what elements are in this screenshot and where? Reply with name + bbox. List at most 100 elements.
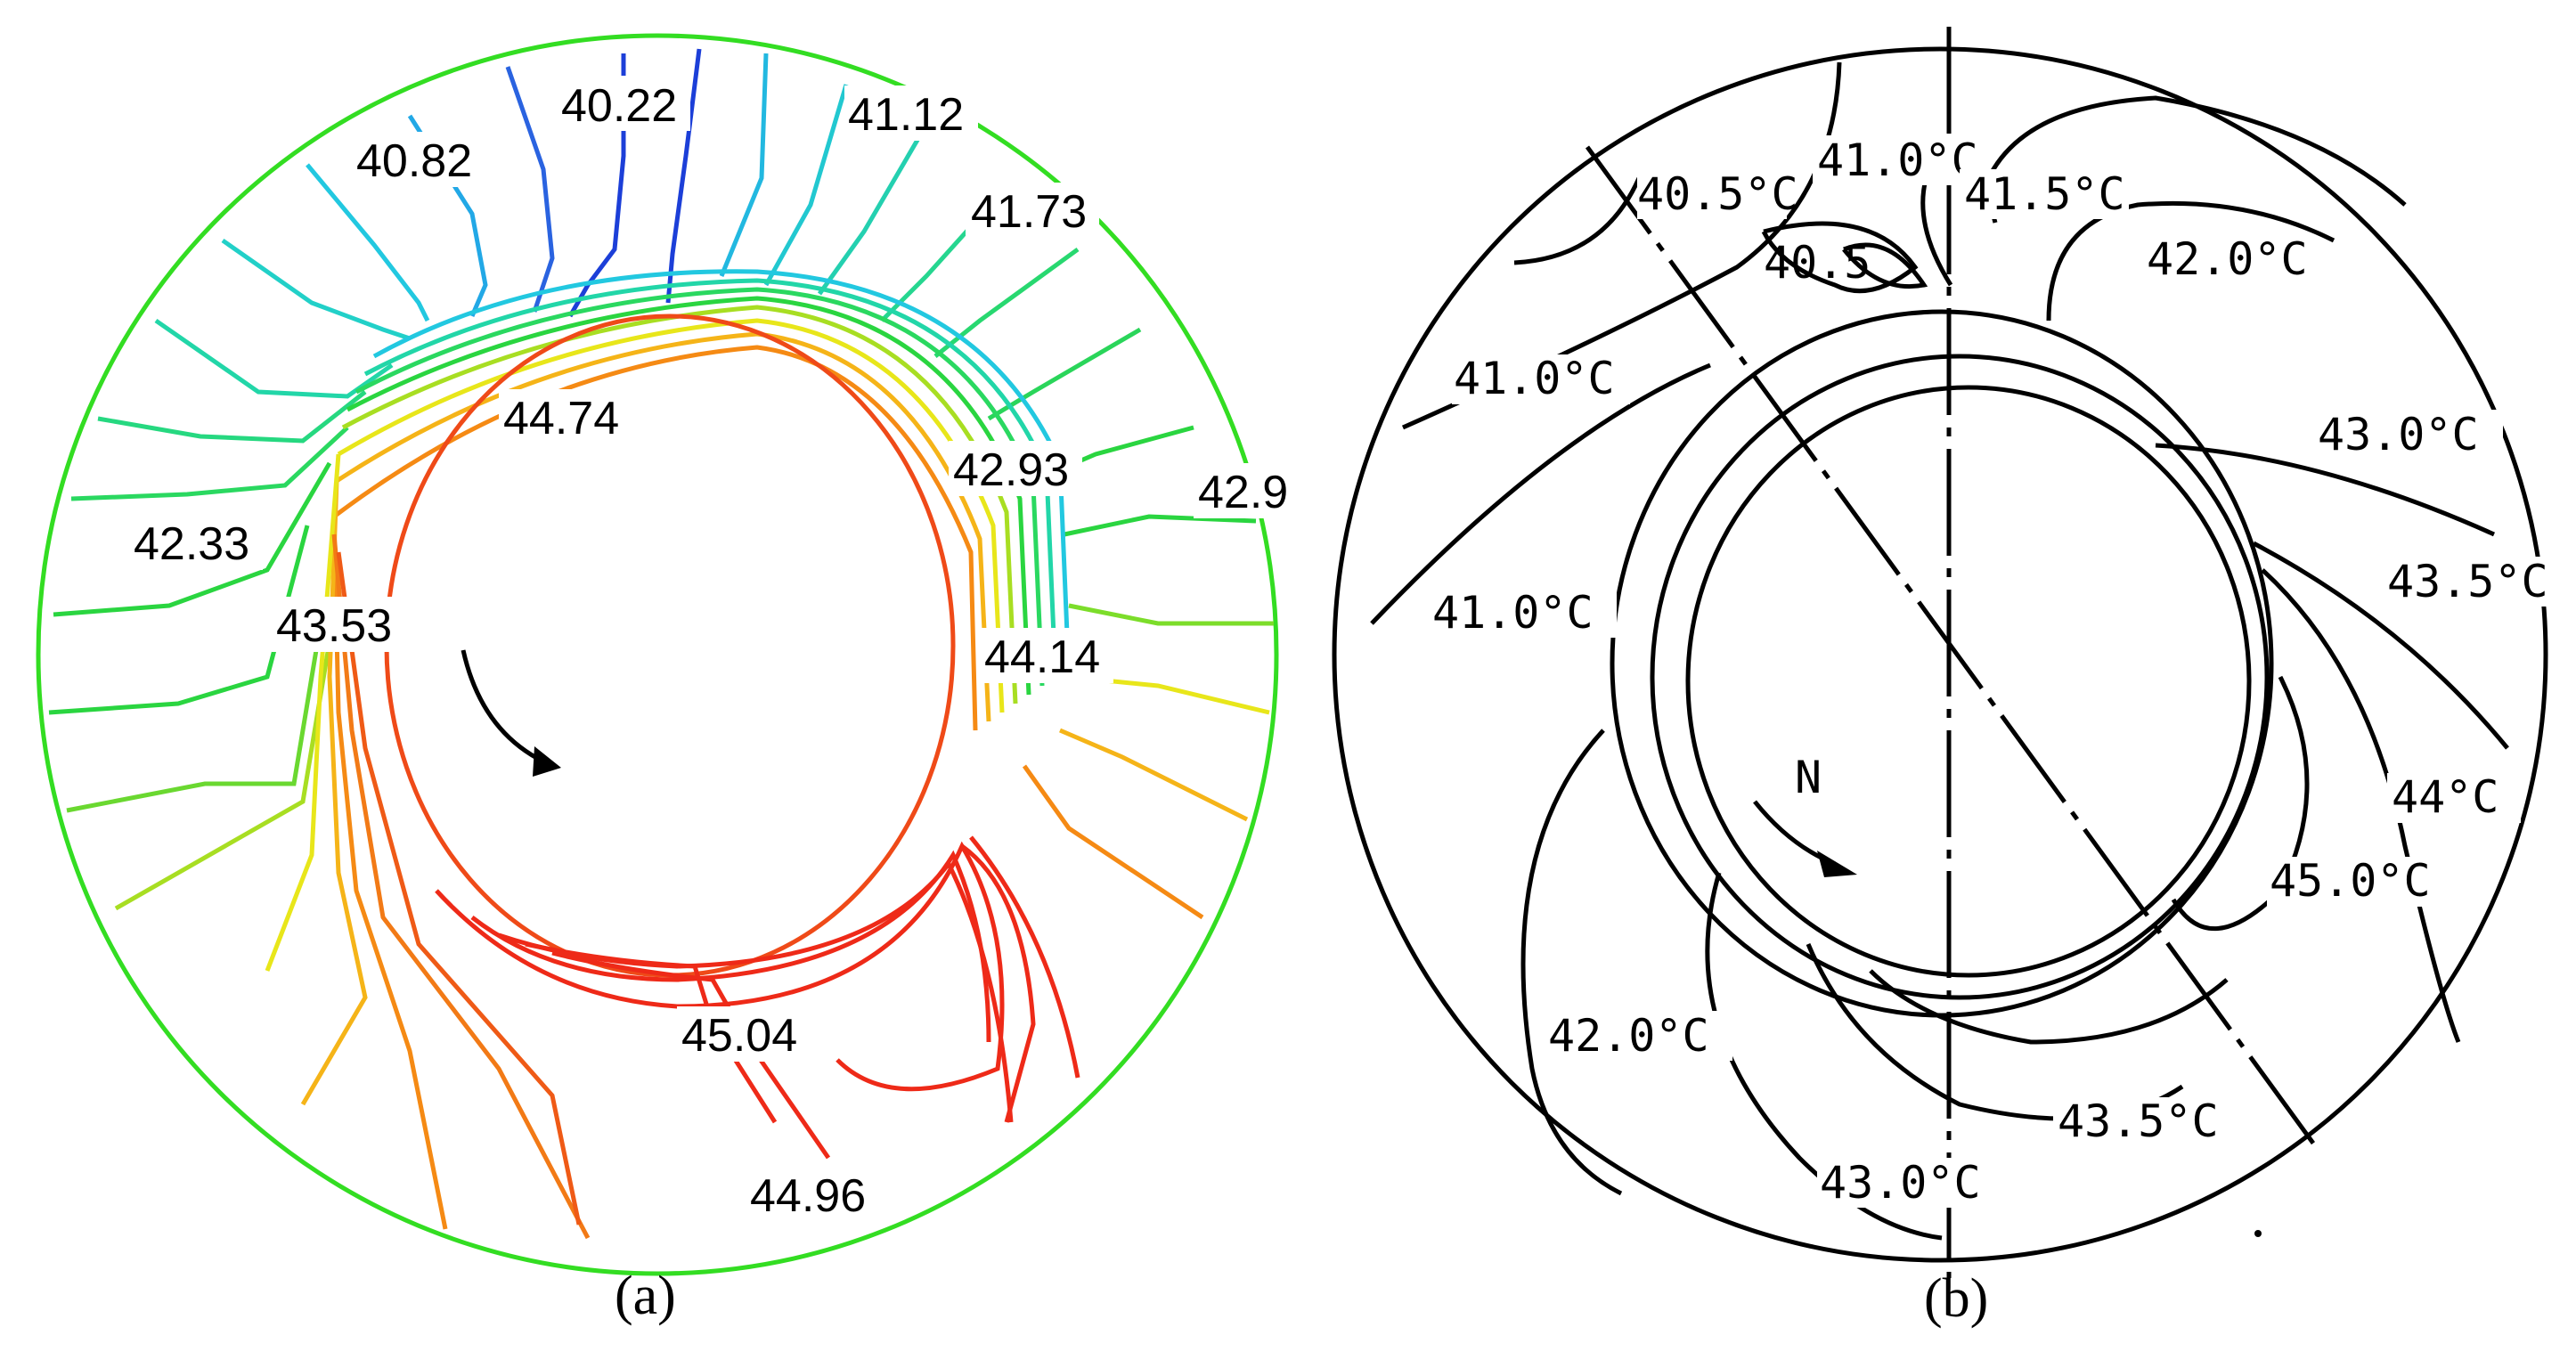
label-bg bbox=[1452, 354, 1630, 404]
isotherm-line bbox=[525, 941, 778, 1124]
panel-a-rotation-arrow bbox=[461, 649, 561, 777]
label-bg bbox=[352, 132, 485, 187]
label-bg bbox=[844, 86, 978, 141]
isotherm-line bbox=[372, 269, 1072, 678]
isotherm-line bbox=[97, 390, 367, 444]
label-40-5c: 40.5°C bbox=[1637, 168, 1798, 220]
isotherm-line bbox=[505, 66, 555, 313]
isotherm-line bbox=[337, 318, 1005, 713]
label-43-0c-right: 43.0°C bbox=[2318, 409, 2479, 460]
isotherm-line bbox=[969, 835, 1080, 1079]
label-bg bbox=[2387, 773, 2521, 823]
isotherm-line bbox=[154, 318, 394, 399]
panel-b-isotherm bbox=[1513, 176, 1642, 265]
label-bg bbox=[2142, 233, 2311, 283]
label-bg bbox=[557, 76, 690, 131]
isotherm-line bbox=[933, 247, 1080, 358]
label-44c: 44°C bbox=[2392, 771, 2499, 823]
panel-b-isotherm bbox=[1869, 969, 2229, 1045]
panel-b-isotherm bbox=[1975, 95, 2407, 215]
panel-b bbox=[1332, 27, 2548, 1278]
panel-b-isotherm bbox=[1705, 872, 1943, 1241]
panel-b-isotherm bbox=[2252, 541, 2509, 750]
label-bg bbox=[1817, 1158, 2004, 1208]
isotherm-line bbox=[355, 287, 1045, 687]
label-bg bbox=[966, 183, 1099, 238]
panel-b-outer-boundary bbox=[1332, 46, 2548, 1263]
label-41-12: 41.12 bbox=[848, 89, 964, 141]
panel-a-isotherm-bundle bbox=[265, 269, 1072, 1240]
label-40-22: 40.22 bbox=[561, 80, 677, 132]
rotation-arrow-head bbox=[533, 746, 561, 777]
label-bg bbox=[129, 515, 263, 570]
label-bg bbox=[499, 389, 632, 444]
panel-b-isotherm bbox=[1842, 242, 1928, 289]
isotherm-line bbox=[1068, 603, 1274, 626]
isotherm-line bbox=[363, 278, 1058, 678]
isotherm-line bbox=[665, 48, 702, 304]
label-bg bbox=[746, 1167, 880, 1222]
panel-a-hotspot-loops bbox=[435, 835, 1080, 1160]
panel-b-rotor-middle-ring bbox=[1650, 354, 2270, 1000]
isotherm-line bbox=[331, 533, 591, 1240]
panel-a-labels: 40.22 40.82 41.12 41.73 44.74 42.93 42.9… bbox=[129, 76, 1288, 1222]
label-bg bbox=[272, 597, 405, 652]
label-43-5c-bottom: 43.5°C bbox=[2058, 1095, 2219, 1147]
panel-b-isotherm bbox=[1370, 362, 1711, 625]
isotherm-line bbox=[306, 163, 430, 322]
isotherm-line bbox=[1064, 514, 1257, 537]
label-41-0c-top: 41.0°C bbox=[1817, 134, 1978, 186]
panel-a-outer-boundary bbox=[36, 33, 1279, 1276]
label-44-74: 44.74 bbox=[503, 393, 619, 444]
label-bg bbox=[2267, 857, 2454, 907]
label-45-0c: 45.0°C bbox=[2270, 855, 2431, 907]
isotherm-line bbox=[551, 950, 831, 1160]
label-bg bbox=[980, 628, 1113, 683]
label-43-53: 43.53 bbox=[276, 600, 392, 652]
isotherm-line bbox=[817, 123, 929, 296]
label-44-14: 44.14 bbox=[984, 631, 1100, 683]
panel-a: 40.22 40.82 41.12 41.73 44.74 42.93 42.9… bbox=[36, 33, 1288, 1326]
panel-b-isotherm bbox=[1520, 729, 1623, 1196]
isotherm-line bbox=[1059, 728, 1249, 822]
label-43-0c-bottom: 43.0°C bbox=[1820, 1157, 1981, 1209]
panel-b-rotor-inner-ring bbox=[1685, 385, 2252, 978]
panel-a-caption: (a) bbox=[615, 1266, 676, 1326]
panel-a-rotor-boundary bbox=[384, 314, 956, 978]
label-41-5c: 41.5°C bbox=[1964, 168, 2125, 220]
isotherm-line bbox=[346, 296, 1031, 696]
isotherm-line bbox=[70, 426, 349, 501]
label-44-96: 44.96 bbox=[750, 1170, 866, 1222]
label-42-9: 42.9 bbox=[1198, 467, 1288, 518]
label-41-0c-left: 41.0°C bbox=[1454, 353, 1615, 404]
isotherm-line bbox=[265, 453, 341, 972]
label-bg bbox=[2383, 557, 2570, 607]
label-42-33: 42.33 bbox=[134, 518, 249, 570]
label-bg bbox=[949, 441, 1082, 496]
isotherm-line bbox=[960, 843, 1036, 1123]
isotherm-line bbox=[66, 623, 323, 813]
isotherm-line bbox=[498, 859, 1014, 1123]
isotherm-line bbox=[1022, 764, 1204, 920]
isotherm-line bbox=[435, 841, 1005, 1092]
isotherm-line bbox=[763, 84, 849, 287]
isotherm-line bbox=[987, 327, 1142, 421]
label-bg bbox=[677, 1006, 811, 1062]
panel-b-isotherm bbox=[2261, 568, 2461, 1043]
label-42-0c-top: 42.0°C bbox=[2147, 233, 2308, 285]
label-bg bbox=[1637, 169, 1787, 219]
label-40-5: 40.5 bbox=[1764, 237, 1871, 289]
label-bg bbox=[1194, 463, 1283, 518]
stray-dot bbox=[2254, 1230, 2262, 1237]
isotherm-line bbox=[335, 331, 991, 722]
isotherm-line bbox=[719, 53, 769, 277]
isotherm-line bbox=[341, 305, 1018, 704]
panel-b-diagonal-axis bbox=[1585, 145, 2317, 1146]
isotherm-line bbox=[336, 551, 582, 1226]
label-bg bbox=[2316, 410, 2503, 460]
label-bg bbox=[1813, 135, 1973, 185]
panel-b-isotherm bbox=[2046, 200, 2336, 322]
label-bg bbox=[1430, 588, 1617, 638]
label-42-93: 42.93 bbox=[953, 444, 1069, 496]
